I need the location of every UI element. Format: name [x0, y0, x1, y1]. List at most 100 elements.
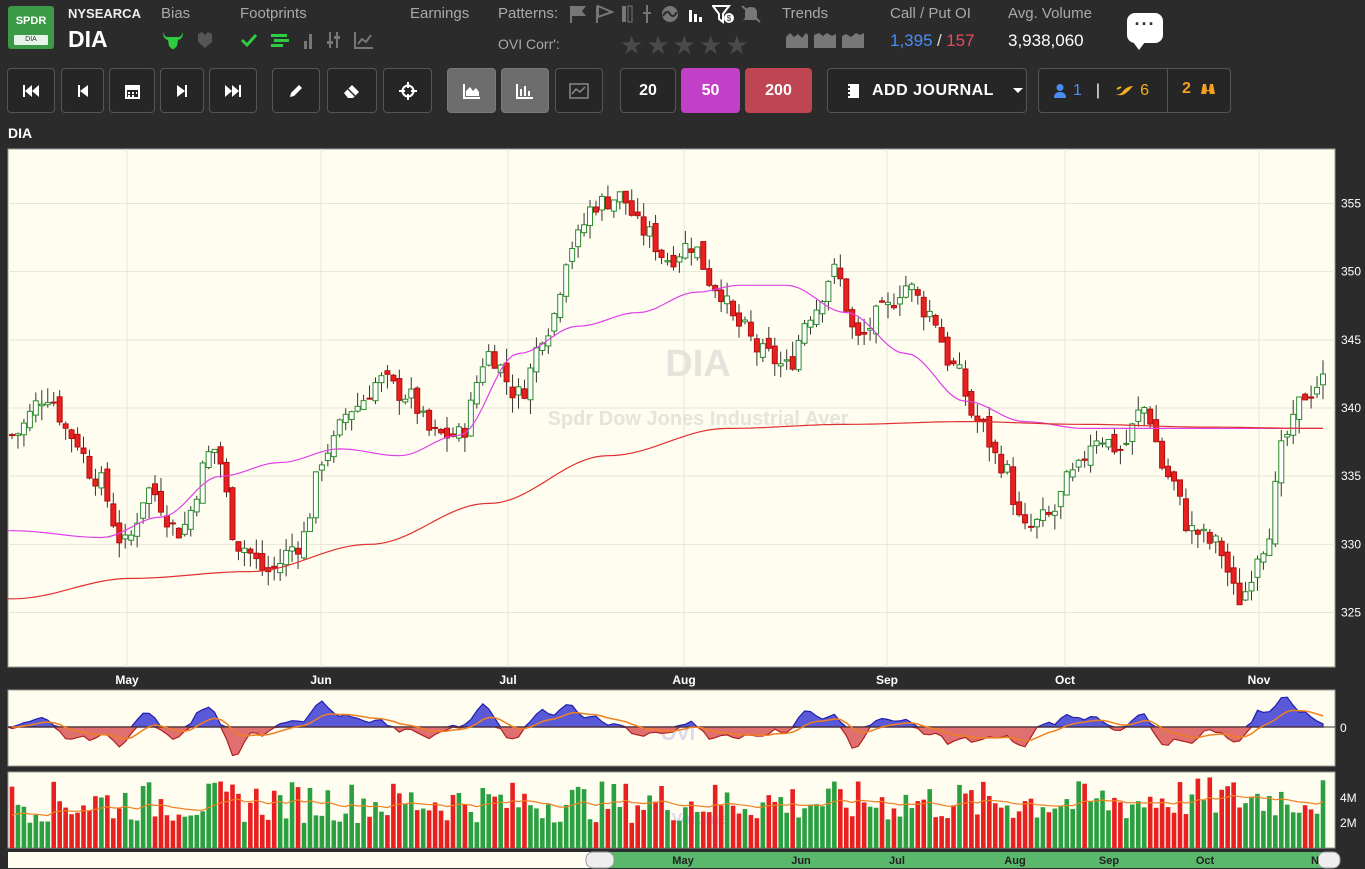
- ovi-corr-rating[interactable]: ★ ★ ★ ★ ★: [620, 32, 749, 58]
- bull-icon[interactable]: [161, 30, 185, 50]
- bell-slash-icon[interactable]: [740, 4, 762, 24]
- volume-bar-down: [963, 793, 968, 848]
- candle-down: [986, 415, 993, 448]
- volume-bar-down: [230, 784, 235, 848]
- add-journal-label: ADD JOURNAL: [872, 81, 994, 99]
- x-month-label: Jun: [310, 673, 331, 687]
- pennant-icon[interactable]: [594, 4, 614, 24]
- volume-bar-down: [975, 814, 980, 848]
- bar-chart-icon: [516, 83, 533, 99]
- check-icon[interactable]: [240, 32, 258, 48]
- crosshair-button[interactable]: [383, 68, 432, 113]
- candle-down: [628, 200, 635, 216]
- volume-bar-up: [45, 821, 51, 848]
- calendar-button[interactable]: [109, 68, 155, 113]
- next-bar-button[interactable]: [160, 68, 204, 113]
- candle-up: [1123, 442, 1130, 445]
- avg-volume-label: Avg. Volume: [1008, 5, 1092, 22]
- ma-20-button[interactable]: 20: [620, 68, 676, 113]
- ma-200-line: [8, 421, 1323, 600]
- trend-long-icon[interactable]: [841, 31, 865, 49]
- footprints-icons: [240, 31, 374, 49]
- volume-bar-down: [718, 805, 724, 848]
- volume-bar-up: [486, 794, 492, 848]
- add-journal-button[interactable]: ADD JOURNAL: [827, 68, 1027, 113]
- candle-up: [467, 399, 474, 437]
- candle-down: [998, 453, 1005, 474]
- navigator-right-handle[interactable]: [1317, 851, 1341, 869]
- volume-bar-down: [635, 805, 641, 848]
- star-icon[interactable]: ★: [672, 30, 696, 60]
- volume-bar-up: [408, 792, 414, 848]
- pin-icon[interactable]: [640, 4, 654, 24]
- volume-bar-down: [75, 812, 80, 848]
- candle-down: [765, 337, 772, 349]
- chart-area[interactable]: DIA Spdr Dow Jones Industrial Aver 35535…: [0, 147, 1365, 869]
- chart-grey-icon[interactable]: [354, 31, 374, 49]
- candle-down: [80, 447, 87, 454]
- star-icon[interactable]: ★: [620, 30, 644, 60]
- erase-button[interactable]: [327, 68, 377, 113]
- candle-up: [1296, 396, 1303, 420]
- ovi-corr-label: OVI Corr':: [498, 36, 560, 52]
- rectangle-pattern-icon[interactable]: [620, 4, 634, 24]
- volume-average-line: [11, 794, 1324, 817]
- line-chart-button[interactable]: [555, 68, 603, 113]
- flag-icon[interactable]: [568, 4, 588, 24]
- x-month-label: May: [115, 673, 139, 687]
- candle-up: [896, 297, 903, 305]
- bars-white-icon[interactable]: [686, 4, 706, 24]
- candle-down: [110, 503, 117, 527]
- star-icon[interactable]: ★: [725, 30, 749, 60]
- volume-bar-up: [808, 804, 813, 848]
- volume-bar-up: [581, 789, 587, 848]
- skip-forward-icon: [225, 84, 241, 97]
- filter-dollar-icon[interactable]: $: [712, 4, 734, 24]
- trend-up-icon[interactable]: [785, 31, 809, 49]
- candle-down: [1194, 529, 1201, 535]
- community-button[interactable]: 1 | 6: [1038, 68, 1231, 113]
- last-bar-button[interactable]: [209, 68, 257, 113]
- bar-grey-icon[interactable]: [302, 31, 314, 49]
- navigator-range[interactable]: [606, 852, 1324, 868]
- volume-bar-up: [1284, 804, 1290, 848]
- binoculars-group[interactable]: 2: [1182, 80, 1217, 98]
- volume-bar-down: [105, 795, 110, 848]
- star-icon[interactable]: ★: [698, 30, 723, 60]
- candle-down: [92, 478, 99, 487]
- volume-bar-down: [1231, 782, 1236, 848]
- wave-pattern-icon[interactable]: [660, 4, 680, 24]
- slider-grey-icon[interactable]: [326, 31, 342, 49]
- volume-bar-down: [81, 805, 86, 848]
- candle-up: [539, 342, 546, 351]
- volume-bar-down: [1308, 809, 1314, 848]
- candle-up: [1063, 471, 1070, 496]
- x-month-label: Nov: [1248, 673, 1271, 687]
- navigator-left-handle[interactable]: [585, 851, 615, 869]
- volume-bar-down: [736, 813, 742, 848]
- volume-bar-up: [927, 789, 932, 848]
- volume-bar-up: [885, 819, 891, 848]
- candle-up: [825, 280, 832, 302]
- volume-bar-down: [945, 818, 950, 848]
- volume-bar-down: [969, 790, 974, 848]
- bars-green-icon[interactable]: [270, 32, 290, 48]
- volume-bar-up: [1106, 810, 1111, 848]
- bear-icon[interactable]: [195, 30, 215, 50]
- bar-chart-button[interactable]: [501, 68, 549, 113]
- volume-bar-up: [1296, 812, 1302, 848]
- volume-bar-up: [867, 806, 873, 848]
- trend-mid-icon[interactable]: [813, 31, 837, 49]
- volume-bar-up: [1243, 803, 1248, 848]
- bias-label: Bias: [161, 5, 191, 22]
- mountain-chart-button[interactable]: [447, 68, 496, 113]
- draw-button[interactable]: [272, 68, 320, 113]
- chat-bubble-icon[interactable]: ···: [1127, 13, 1163, 50]
- volume-bar-down: [1028, 798, 1034, 848]
- star-icon[interactable]: ★: [646, 30, 670, 60]
- candle-up: [908, 283, 915, 291]
- ma-50-button[interactable]: 50: [681, 68, 740, 113]
- ma-200-button[interactable]: 200: [745, 68, 812, 113]
- first-bar-button[interactable]: [7, 68, 55, 113]
- prev-bar-button[interactable]: [61, 68, 104, 113]
